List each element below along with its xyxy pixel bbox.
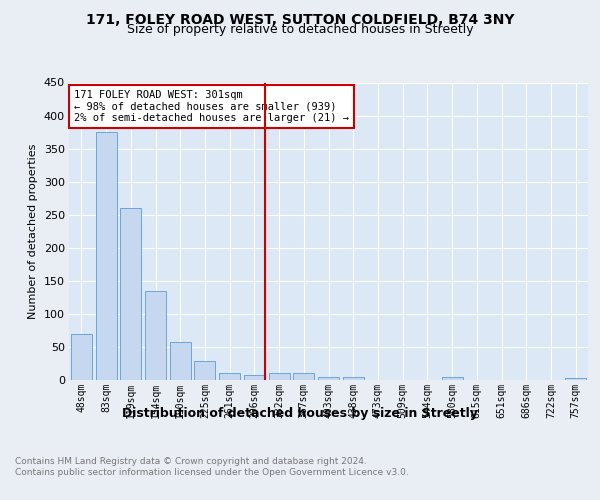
Y-axis label: Number of detached properties: Number of detached properties: [28, 144, 38, 319]
Bar: [565, 378, 586, 380]
Text: Contains HM Land Registry data © Crown copyright and database right 2024.
Contai: Contains HM Land Registry data © Crown c…: [15, 458, 409, 477]
Bar: [170, 342, 191, 380]
Bar: [194, 362, 215, 380]
Text: 171 FOLEY ROAD WEST: 301sqm
← 98% of detached houses are smaller (939)
2% of sem: 171 FOLEY ROAD WEST: 301sqm ← 98% of det…: [74, 90, 349, 123]
Text: 171, FOLEY ROAD WEST, SUTTON COLDFIELD, B74 3NY: 171, FOLEY ROAD WEST, SUTTON COLDFIELD, …: [86, 12, 514, 26]
Bar: [95, 132, 116, 380]
Bar: [269, 374, 290, 380]
Bar: [219, 374, 240, 380]
Bar: [293, 374, 314, 380]
Bar: [244, 374, 265, 380]
Bar: [145, 291, 166, 380]
Bar: [343, 378, 364, 380]
Bar: [442, 378, 463, 380]
Bar: [71, 334, 92, 380]
Text: Size of property relative to detached houses in Streetly: Size of property relative to detached ho…: [127, 24, 473, 36]
Bar: [318, 376, 339, 380]
Bar: [120, 208, 141, 380]
Text: Distribution of detached houses by size in Streetly: Distribution of detached houses by size …: [122, 408, 478, 420]
